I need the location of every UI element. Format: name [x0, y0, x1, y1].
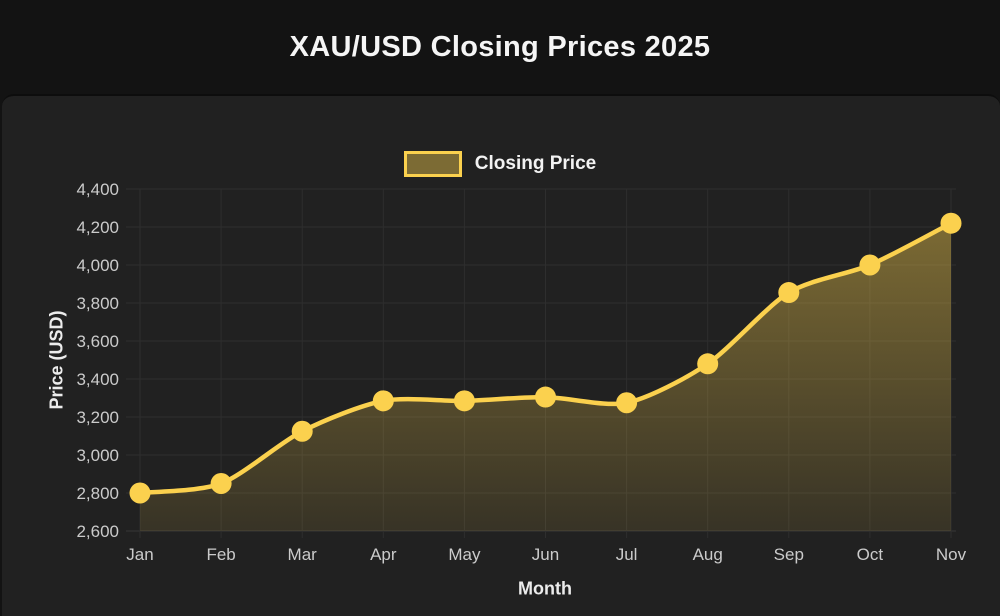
data-point-aug[interactable]: [697, 353, 719, 375]
x-axis-title: Month: [518, 578, 572, 599]
chart-header: XAU/USD Closing Prices 2025: [0, 0, 1000, 94]
data-point-jun[interactable]: [535, 386, 556, 408]
x-tick-label: Apr: [370, 545, 397, 564]
y-axis-title: Price (USD): [46, 310, 67, 410]
y-tick-label: 3,000: [76, 446, 119, 465]
data-point-jan[interactable]: [129, 482, 151, 504]
y-tick-label: 3,600: [76, 332, 119, 351]
data-point-mar[interactable]: [291, 420, 313, 442]
y-tick-label: 2,800: [76, 484, 119, 503]
legend-swatch-icon: [403, 151, 462, 177]
data-points: [129, 212, 962, 504]
y-tick-label: 3,200: [76, 408, 119, 427]
y-tick-label: 3,800: [76, 294, 119, 313]
area-fill: [140, 223, 951, 531]
legend-label: Closing Price: [474, 153, 597, 174]
tick-labels: 2,600 2,800 3,000 3,200 3,400 3,600 3,800 4,000…: [76, 180, 966, 564]
data-point-oct[interactable]: [859, 254, 881, 276]
data-point-sep[interactable]: [778, 282, 800, 304]
y-tick-label: 4,400: [76, 180, 119, 199]
x-tick-label: Mar: [288, 545, 318, 564]
x-tick-label: Aug: [693, 545, 723, 564]
data-point-may[interactable]: [453, 390, 475, 412]
x-tick-label: Feb: [206, 545, 235, 564]
legend[interactable]: Closing Price: [0, 150, 1000, 178]
y-tick-label: 3,400: [76, 370, 119, 389]
data-point-feb[interactable]: [210, 473, 232, 494]
x-tick-label: Nov: [936, 545, 967, 564]
y-tick-label: 4,000: [76, 256, 119, 275]
chart-title: XAU/USD Closing Prices 2025: [289, 30, 711, 63]
x-tick-label: May: [448, 545, 481, 564]
x-tick-label: Jun: [532, 545, 559, 564]
data-point-nov[interactable]: [940, 212, 962, 234]
y-tick-label: 2,600: [76, 522, 119, 541]
data-point-apr[interactable]: [372, 390, 394, 412]
x-tick-label: Sep: [774, 545, 804, 564]
x-tick-label: Jan: [126, 545, 153, 564]
x-tick-label: Jul: [616, 545, 638, 564]
x-tick-label: Oct: [857, 545, 884, 564]
data-point-jul[interactable]: [616, 392, 638, 414]
y-tick-label: 4,200: [76, 218, 119, 237]
